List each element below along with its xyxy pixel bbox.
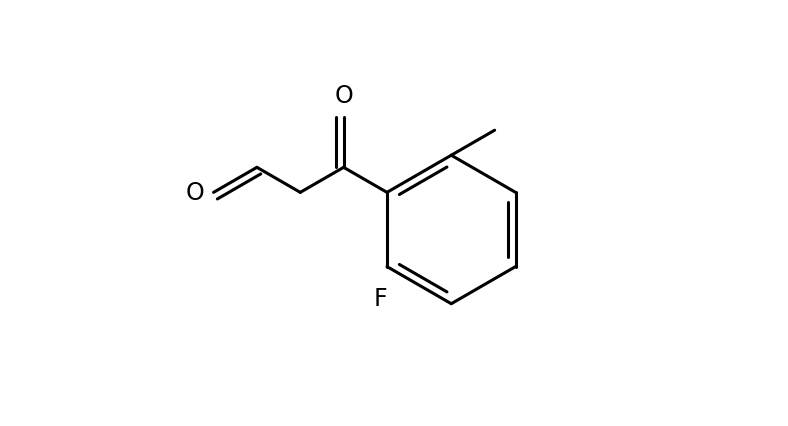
Text: O: O <box>334 83 353 107</box>
Text: F: F <box>374 286 388 310</box>
Text: O: O <box>185 181 204 205</box>
